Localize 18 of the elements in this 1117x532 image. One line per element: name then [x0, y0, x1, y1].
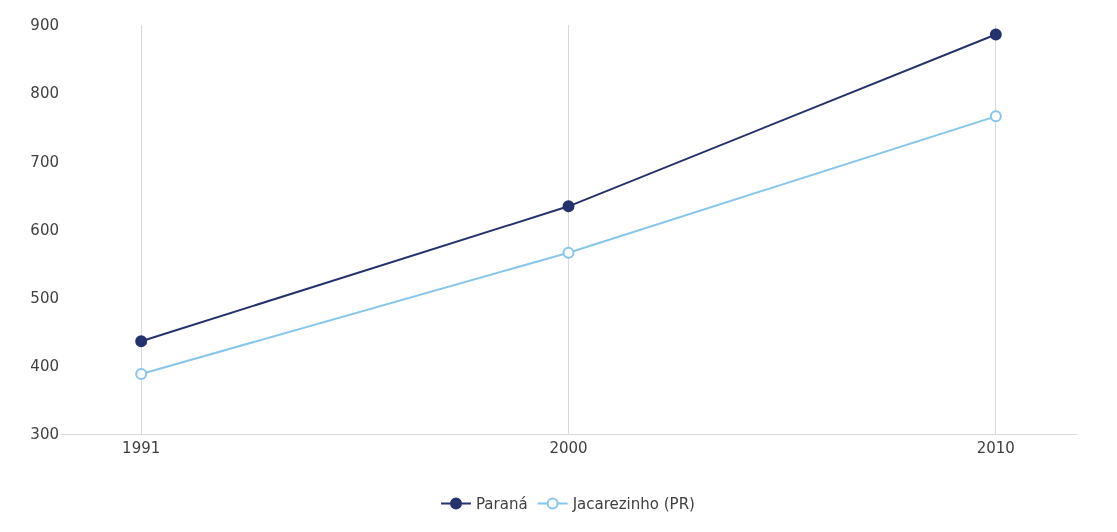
x-tick-label: 2010 — [976, 439, 1015, 457]
x-tick-label: 1991 — [122, 439, 161, 457]
point — [989, 28, 1002, 41]
y-tick-label: 900 — [30, 16, 59, 35]
legend-label: Jacarezinho (PR) — [571, 495, 695, 514]
y-tick-label: 700 — [30, 152, 59, 171]
point — [989, 110, 1002, 123]
point — [562, 246, 575, 259]
point — [135, 335, 148, 348]
y-tick-label: 500 — [30, 288, 59, 307]
y-tick-label: 400 — [30, 357, 59, 376]
y-tick-label: 800 — [30, 84, 59, 103]
legend-label: Paraná — [476, 495, 528, 514]
y-tick-label: 600 — [30, 220, 59, 239]
point — [135, 368, 148, 381]
x-tick-label: 2000 — [549, 439, 588, 457]
point — [562, 200, 575, 213]
y-tick-label: 300 — [30, 425, 59, 444]
